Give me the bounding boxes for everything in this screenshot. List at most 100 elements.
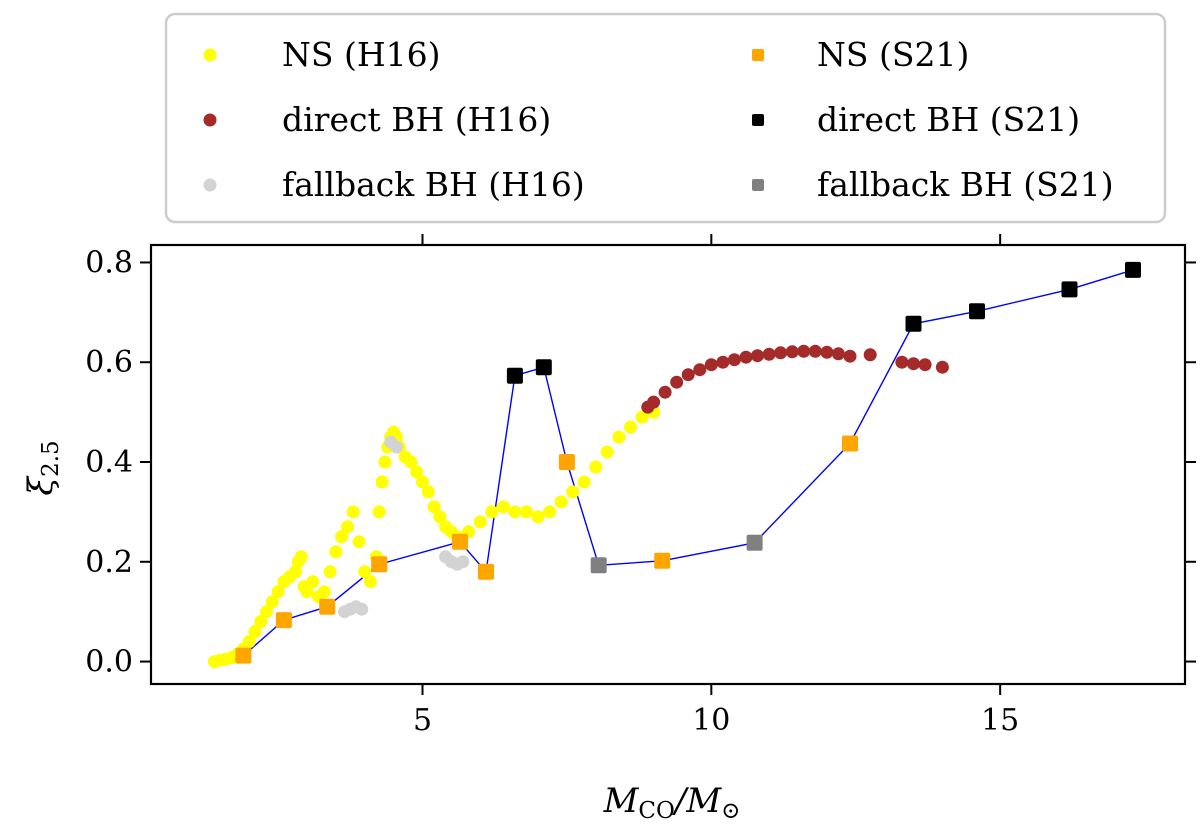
- direct-bh-h16-point: [681, 368, 695, 382]
- direct-bh-s21-point: [905, 315, 922, 332]
- direct-bh-h16-point: [762, 347, 776, 361]
- y-tick-label: 0.8: [85, 245, 133, 280]
- x-tick-label: 15: [981, 703, 1019, 738]
- ns-s21-point: [275, 612, 292, 629]
- ns-s21-point: [654, 552, 671, 569]
- ns-h16-point: [260, 605, 273, 619]
- x-axis-label-text: MCO/M⊙: [603, 781, 741, 824]
- y-tick-label: 0.2: [85, 545, 133, 580]
- legend-label: direct BH (H16): [282, 100, 551, 139]
- ns-h16-point: [416, 475, 429, 489]
- legend-label: NS (H16): [282, 35, 441, 74]
- ns-h16-point: [364, 575, 377, 589]
- fallback-bh-h16-point: [456, 555, 470, 569]
- ns-h16-point: [427, 500, 441, 514]
- ns-h16-point: [635, 410, 649, 424]
- legend-item-fallback-bh-h16: fallback BH (H16): [203, 165, 585, 204]
- ns-h16-point: [433, 510, 447, 524]
- ns-h16-point: [346, 505, 360, 519]
- ns-h16-point: [288, 565, 302, 579]
- ns-s21-point: [478, 563, 494, 580]
- ns-h16-point: [242, 635, 256, 649]
- ns-h16-point: [473, 515, 487, 529]
- direct-bh-h16-point: [863, 348, 877, 362]
- direct-bh-h16-point: [907, 357, 920, 371]
- ns-s21-point: [371, 556, 388, 573]
- direct-bh-h16-point: [670, 375, 684, 389]
- direct-bh-h16-point: [647, 395, 661, 409]
- ns-h16-point: [589, 460, 603, 474]
- ns-h16-point: [375, 475, 389, 489]
- direct-bh-h16-point: [797, 344, 811, 358]
- ns-h16-point: [566, 485, 580, 499]
- y-axis-label: ξ2.5: [21, 440, 64, 495]
- ns-h16-point: [554, 495, 568, 509]
- direct-bh-h16-point: [704, 358, 718, 372]
- ns-h16-point: [378, 455, 392, 469]
- direct-bh-s21-point: [1061, 281, 1078, 298]
- legend-marker: [203, 178, 217, 192]
- direct-bh-h16-point: [774, 346, 788, 360]
- ns-h16-point: [404, 455, 418, 469]
- ns-h16-point: [372, 505, 386, 519]
- y-tick-label: 0.6: [85, 345, 133, 380]
- ns-s21-point: [452, 533, 468, 550]
- ns-h16-point: [485, 505, 499, 519]
- ns-h16-point: [248, 625, 262, 639]
- direct-bh-s21-point: [969, 303, 985, 320]
- legend-marker: [203, 48, 217, 62]
- x-tick-label: 5: [413, 703, 432, 738]
- ns-h16-point: [508, 505, 522, 519]
- ns-h16-point: [323, 565, 337, 579]
- direct-bh-h16-point: [693, 363, 707, 377]
- legend-item-ns-s21: NS (S21): [752, 35, 969, 74]
- ns-h16-point: [329, 545, 343, 559]
- ns-h16-point: [520, 505, 533, 519]
- direct-bh-s21-point: [535, 359, 552, 376]
- ns-h16-point: [496, 500, 510, 514]
- fallback-bh-s21-point: [746, 534, 763, 551]
- fallback-bh-h16-point: [355, 602, 369, 616]
- x-tick-label: 10: [692, 703, 730, 738]
- direct-bh-h16-point: [895, 355, 909, 369]
- x-axis-label: MCO/M⊙: [603, 781, 741, 824]
- ns-h16-point: [600, 445, 614, 459]
- direct-bh-h16-point: [831, 347, 845, 361]
- ns-h16-point: [531, 510, 545, 524]
- fallback-bh-s21-point: [590, 557, 607, 574]
- legend-marker: [203, 113, 217, 127]
- direct-bh-s21-point: [1125, 261, 1141, 278]
- ns-h16-point: [300, 585, 314, 599]
- direct-bh-h16-point: [658, 385, 672, 399]
- plot-area: 5 10 15 0.0 0.2 0.4 0.6 0.8: [85, 234, 1196, 738]
- y-tick-label: 0.4: [85, 445, 133, 480]
- legend-label: fallback BH (S21): [817, 165, 1114, 204]
- direct-bh-h16-point: [808, 344, 822, 358]
- fallback-bh-h16-point: [390, 440, 403, 454]
- ns-h16-point: [254, 615, 268, 629]
- legend-label: NS (S21): [817, 35, 969, 74]
- direct-bh-h16-point: [935, 360, 949, 374]
- legend-label: fallback BH (H16): [282, 165, 585, 204]
- legend: NS (H16) NS (S21) direct BH (H16) direct BH…: [164, 12, 1167, 224]
- ns-h16-point: [265, 595, 279, 609]
- legend-item-direct-bh-s21: direct BH (S21): [752, 100, 1080, 139]
- ns-s21-point: [842, 435, 858, 452]
- connecting-line: [242, 269, 1134, 657]
- legend-item-direct-bh-h16: direct BH (H16): [203, 100, 551, 139]
- legend-marker: [752, 114, 764, 126]
- legend-label: direct BH (S21): [817, 100, 1080, 139]
- ns-h16-point: [335, 530, 349, 544]
- ns-s21-point: [235, 647, 252, 664]
- ns-h16-point: [306, 575, 320, 589]
- ns-h16-point: [358, 565, 372, 579]
- legend-marker: [752, 49, 764, 61]
- ns-h16-point: [271, 585, 285, 599]
- direct-bh-h16-point: [739, 350, 753, 364]
- direct-bh-h16-point: [751, 349, 764, 363]
- ns-h16-point: [352, 535, 366, 549]
- legend-item-fallback-bh-s21: fallback BH (S21): [752, 165, 1114, 204]
- ns-h16-point: [624, 420, 637, 434]
- ns-s21-point: [558, 454, 575, 470]
- legend-frame: [164, 12, 1167, 224]
